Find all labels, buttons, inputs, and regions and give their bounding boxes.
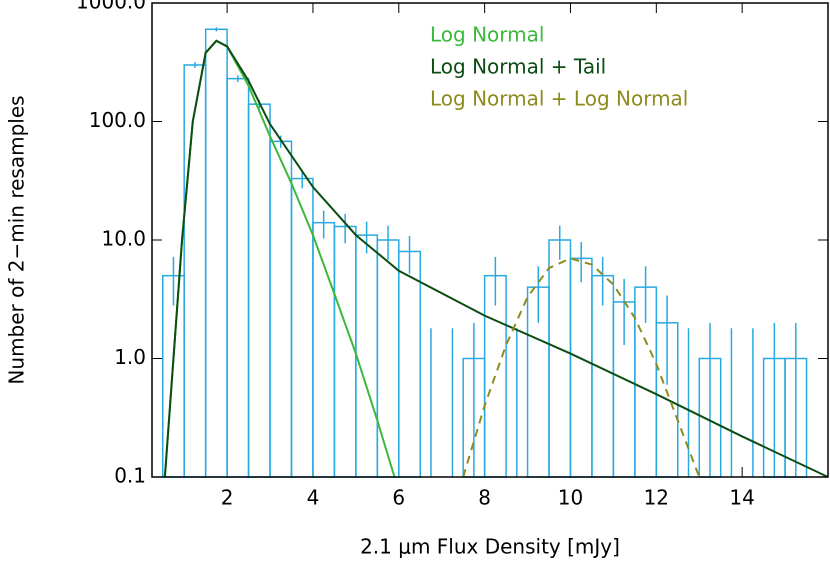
x-tick-label: 2 [221, 486, 234, 510]
x-tick-label: 10 [558, 486, 583, 510]
bar [312, 221, 336, 478]
x-tick-label: 14 [729, 486, 754, 510]
fit-curve [163, 39, 829, 478]
bar [376, 239, 400, 478]
y-tick-label: 1.0 [114, 345, 146, 369]
legend-entry: Log Normal [430, 23, 544, 47]
x-axis-title: 2.1 μm Flux Density [mJy] [360, 535, 620, 559]
x-tick-label: 8 [478, 486, 491, 510]
bar [591, 274, 615, 478]
y-axis-title: Number of 2−min resamples [5, 95, 29, 384]
bar [183, 64, 207, 478]
y-tick-label: 0.1 [114, 464, 146, 488]
x-tick-label: 4 [307, 486, 320, 510]
y-tick-label: 1000.0 [76, 0, 146, 14]
bar [204, 28, 228, 478]
bar [398, 250, 422, 478]
bar [269, 140, 293, 478]
bar [355, 234, 379, 478]
bar [333, 225, 357, 478]
fit-curve [462, 257, 701, 478]
bar [247, 103, 271, 478]
y-tick-label: 100.0 [89, 108, 146, 132]
x-tick-label: 12 [644, 486, 669, 510]
fit-curve [163, 39, 396, 478]
plot-frame [151, 2, 829, 478]
bar [548, 239, 572, 478]
bar [290, 177, 314, 478]
bar [569, 257, 593, 478]
y-tick-label: 10.0 [101, 227, 146, 251]
legend-entry: Log Normal + Tail [430, 55, 606, 79]
x-tick-label: 6 [392, 486, 405, 510]
legend-entry: Log Normal + Log Normal [430, 87, 688, 111]
bar [226, 77, 250, 478]
bar [161, 274, 185, 478]
